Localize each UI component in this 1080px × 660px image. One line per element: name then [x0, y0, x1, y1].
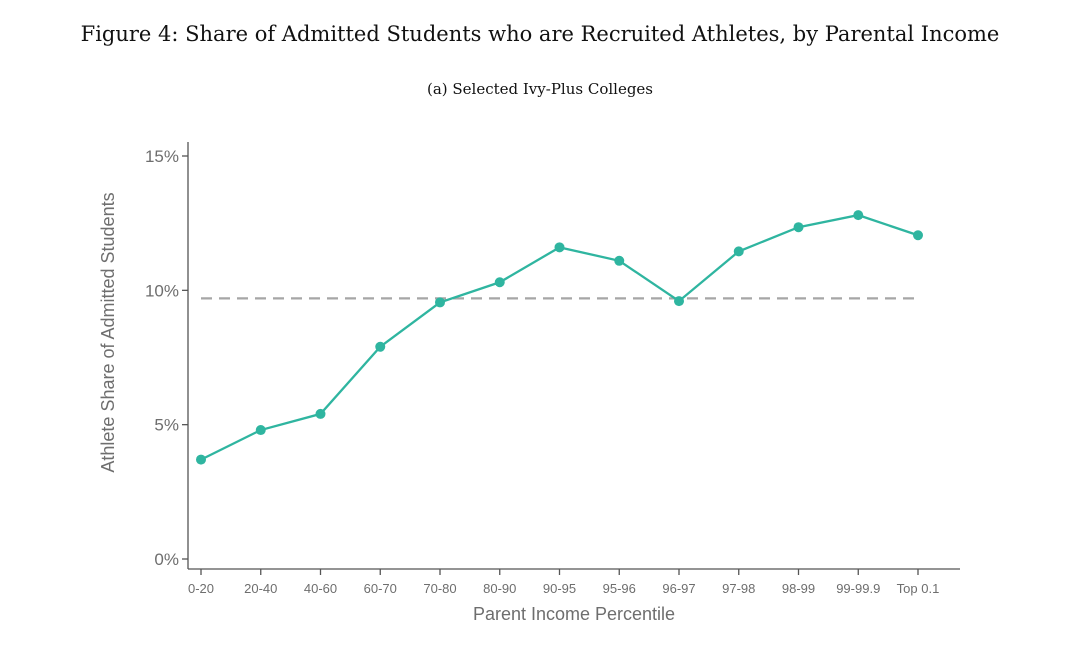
y-tick-label: 0% [154, 550, 179, 569]
chart-axes [187, 142, 960, 570]
series-points [196, 210, 923, 465]
x-tick-label: 0-20 [188, 581, 214, 596]
data-point [315, 408, 326, 419]
x-tick-label: 40-60 [304, 581, 337, 596]
x-tick-label: 90-95 [543, 581, 576, 596]
figure-subtitle: (a) Selected Ivy-Plus Colleges [426, 80, 654, 98]
data-point [793, 222, 804, 233]
data-point [435, 297, 445, 308]
y-tick-label: 10% [145, 281, 179, 300]
data-point [554, 242, 565, 253]
data-point [255, 425, 266, 436]
x-tick-label: 98-99 [782, 581, 815, 596]
x-tick-label: 95-96 [603, 581, 636, 596]
x-tick-label: 60-70 [364, 581, 397, 596]
data-point [913, 230, 923, 241]
figure-title: Figure 4: Share of Admitted Students who… [80, 22, 1000, 46]
x-tick-label: 20-40 [244, 581, 277, 596]
x-axis-title: Parent Income Percentile [473, 604, 675, 624]
data-point [375, 341, 386, 352]
x-ticks: 0-20 20-40 40-60 60-70 70-80 80-90 90-95 95-96 9… [188, 569, 939, 596]
data-point [196, 454, 206, 465]
x-tick-label: 99-99.9 [836, 581, 880, 596]
data-point [494, 277, 505, 288]
data-point [614, 255, 625, 266]
y-axis-title: Athlete Share of Admitted Students [98, 192, 118, 472]
data-point [853, 210, 864, 221]
y-tick-label: 5% [154, 416, 179, 435]
x-tick-label: 97-98 [722, 581, 755, 596]
data-point [674, 296, 684, 307]
x-tick-label: Top 0.1 [897, 581, 940, 596]
x-tick-label: 70-80 [423, 581, 456, 596]
x-tick-label: 80-90 [483, 581, 516, 596]
data-point [733, 246, 744, 257]
y-ticks: 0% 5% 10% 15% [145, 147, 188, 569]
x-tick-label: 96-97 [662, 581, 695, 596]
y-tick-label: 15% [145, 147, 179, 166]
